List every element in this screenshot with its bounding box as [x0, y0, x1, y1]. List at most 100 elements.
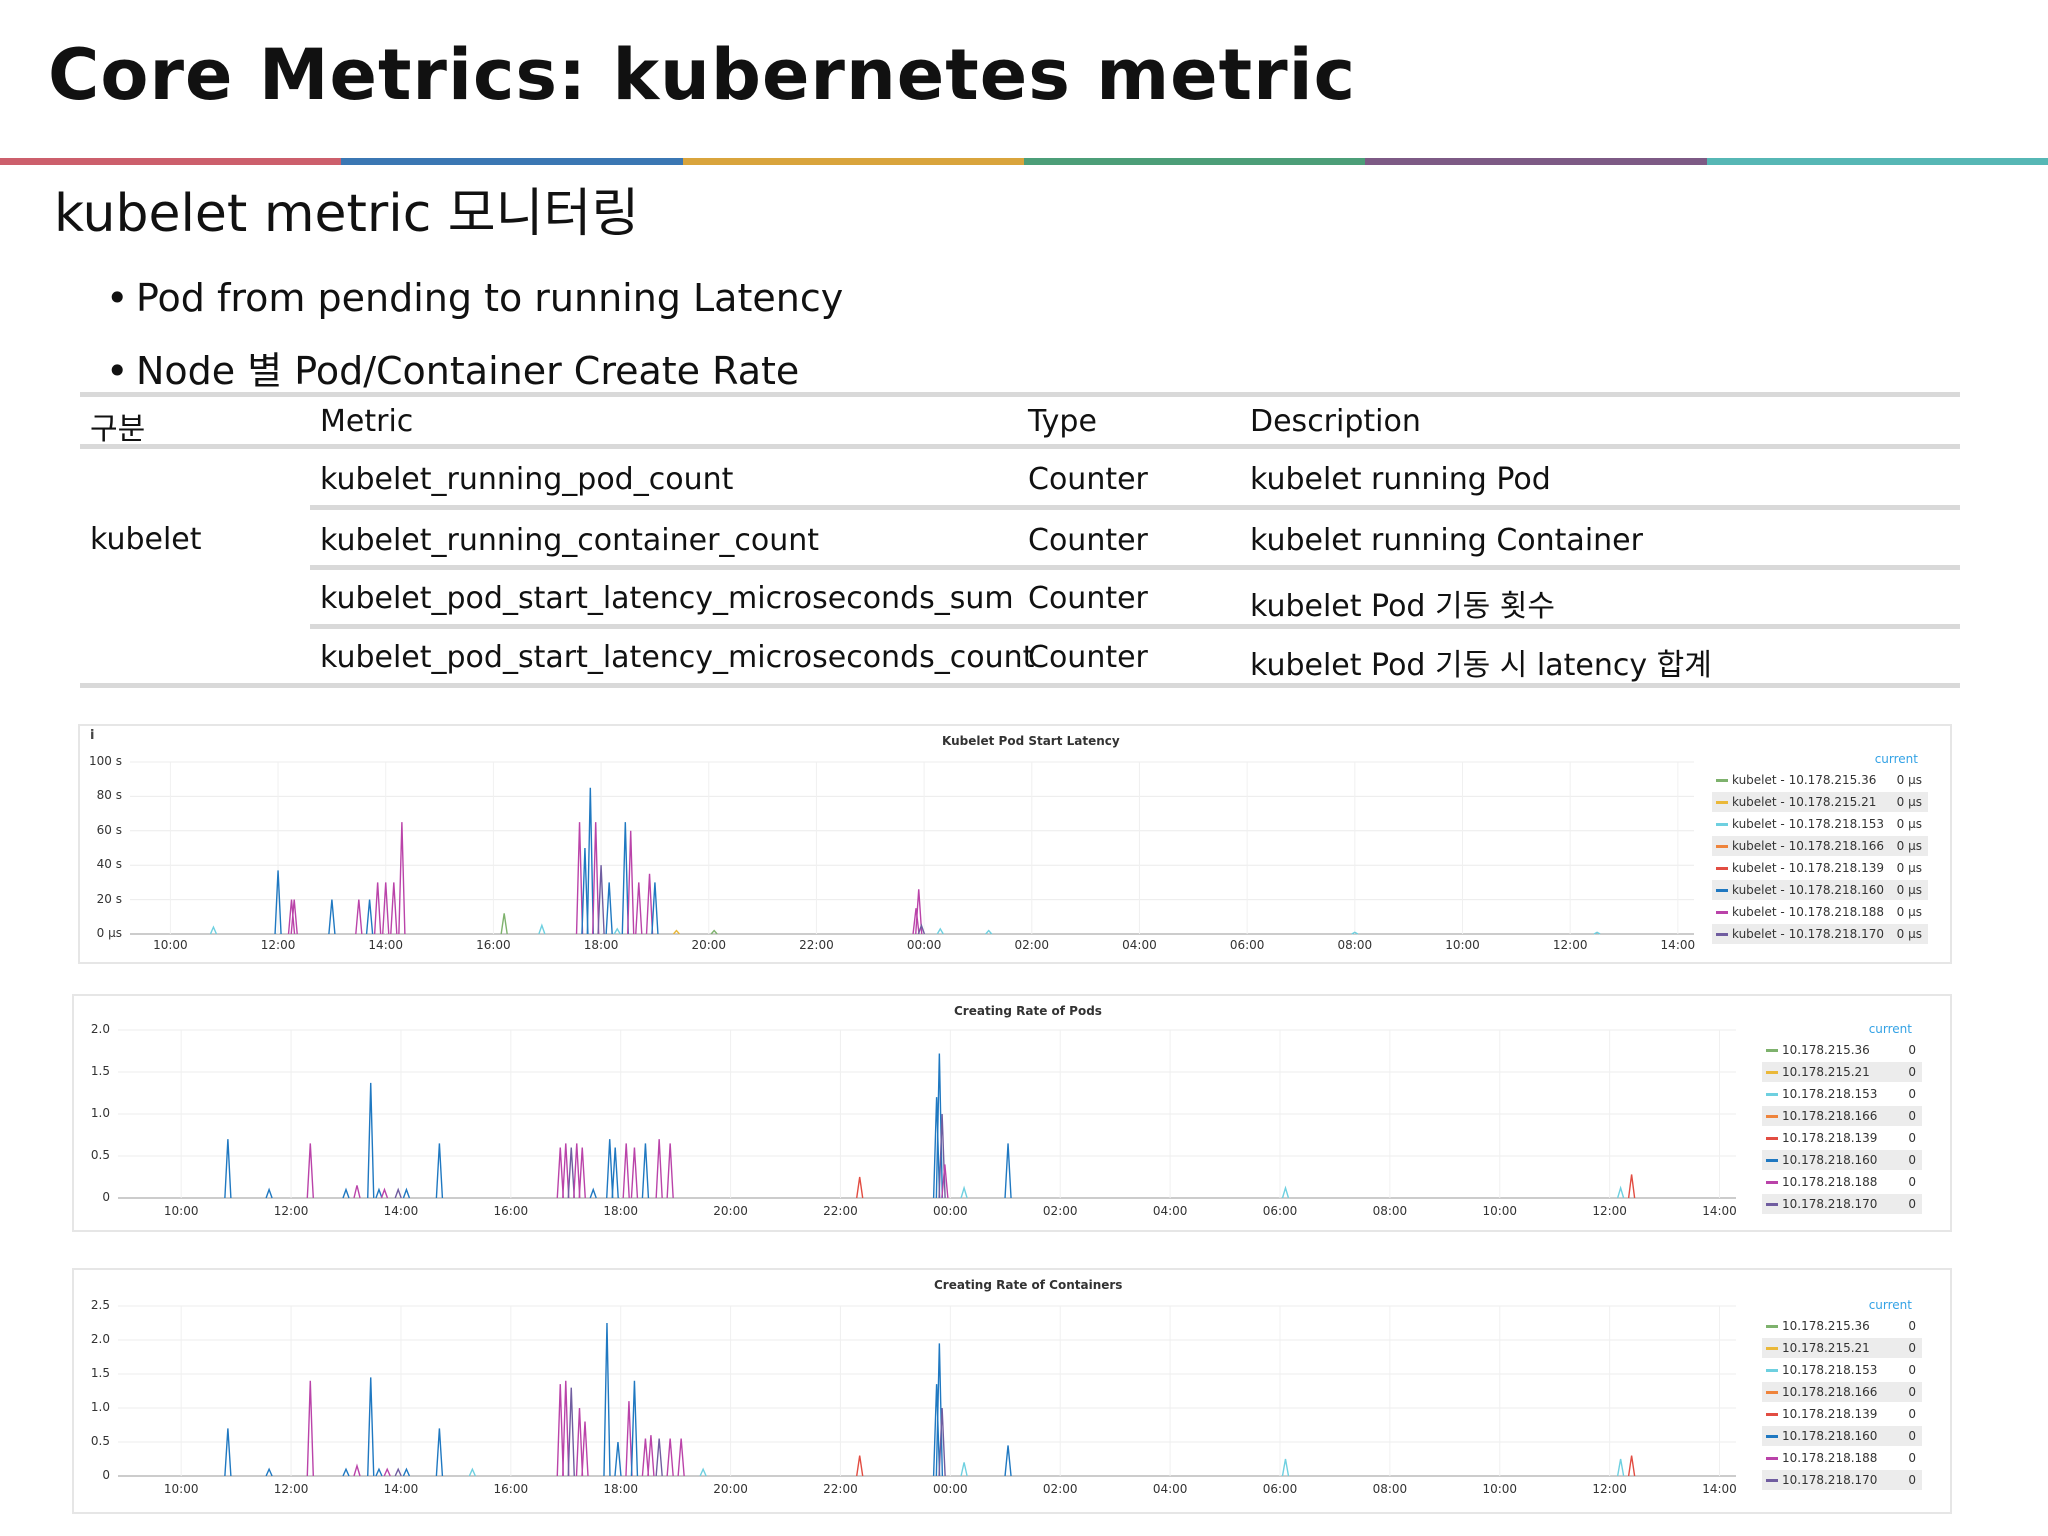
creating-rate-of-pods-panel[interactable]: Creating Rate of Pods current 10.178.215.… [72, 994, 1952, 1232]
legend-label: 10.178.218.170 [1782, 1197, 1878, 1211]
legend-item[interactable]: 10.178.218.160 0 [1762, 1426, 1922, 1446]
panel-title[interactable]: Creating Rate of Containers [934, 1278, 1123, 1292]
legend-item[interactable]: 10.178.218.170 0 [1762, 1194, 1922, 1214]
legend-swatch-icon [1716, 845, 1728, 848]
series-spike [586, 787, 595, 935]
legend-swatch-icon [1766, 1093, 1778, 1096]
legend-value: 0 [1908, 1407, 1916, 1421]
series-spike [677, 1438, 685, 1477]
bullet-list: • Pod from pending to running Latency • No… [106, 262, 843, 408]
legend-item[interactable]: 10.178.218.166 0 [1762, 1382, 1922, 1402]
x-tick-label: 16:00 [493, 1204, 529, 1218]
legend-item[interactable]: 10.178.218.166 0 [1762, 1106, 1922, 1126]
legend-value: 0 [1908, 1451, 1916, 1465]
y-tick-label: 0 [102, 1468, 110, 1482]
series-spike [575, 1407, 584, 1477]
series-spike [621, 822, 630, 935]
series-spike [567, 1147, 575, 1199]
legend-item[interactable]: 10.178.215.36 0 [1762, 1040, 1922, 1060]
legend-label: 10.178.218.139 [1782, 1131, 1878, 1145]
x-tick-label: 14:00 [368, 938, 404, 952]
x-tick-label: 14:00 [1702, 1482, 1737, 1496]
y-tick-label: 2.0 [90, 1332, 110, 1346]
accent-segment [1706, 158, 2048, 165]
series-spike [613, 927, 621, 935]
series-spike [380, 1187, 389, 1199]
series-spike [402, 1467, 411, 1477]
chart-legend: current 10.178.215.36 0 10.178.215.21 0 10.17… [1762, 1298, 1922, 1490]
bullet-dot-icon: • [106, 276, 129, 320]
series-spike [630, 1380, 639, 1477]
y-tick-label: 1.5 [90, 1366, 110, 1380]
y-tick-label: 0 µs [96, 926, 122, 940]
y-tick-label: 20 s [96, 891, 122, 906]
series-spike [367, 1377, 375, 1477]
legend-label: kubelet - 10.178.218.170 [1732, 927, 1884, 941]
info-icon[interactable]: i [90, 728, 95, 743]
legend-item[interactable]: kubelet - 10.178.218.160 0 µs [1712, 880, 1928, 900]
legend-item[interactable]: 10.178.218.160 0 [1762, 1150, 1922, 1170]
series-spike [622, 1143, 630, 1199]
series-spike [655, 1438, 663, 1477]
y-tick-label: 80 s [96, 788, 122, 803]
series-spike [912, 908, 920, 935]
legend-header[interactable]: current [1874, 752, 1918, 766]
x-tick-label: 08:00 [1372, 1482, 1408, 1496]
legend-swatch-icon [1766, 1115, 1778, 1118]
x-tick-label: 02:00 [1014, 938, 1050, 952]
legend-item[interactable]: 10.178.215.36 0 [1762, 1316, 1922, 1336]
legend-item[interactable]: 10.178.215.21 0 [1762, 1338, 1922, 1358]
series-spike [1281, 1458, 1290, 1477]
series-spike [353, 1185, 361, 1199]
legend-swatch-icon [1766, 1479, 1778, 1482]
legend-item[interactable]: kubelet - 10.178.218.153 0 µs [1712, 814, 1928, 834]
x-tick-label: 12:00 [273, 1482, 309, 1496]
series-spike [578, 1147, 586, 1199]
legend-item[interactable]: 10.178.218.139 0 [1762, 1404, 1922, 1424]
x-tick-label: 12:00 [1592, 1204, 1627, 1218]
legend-item[interactable]: kubelet - 10.178.218.139 0 µs [1712, 858, 1928, 878]
series-spike [597, 865, 605, 935]
legend-item[interactable]: 10.178.218.170 0 [1762, 1470, 1922, 1490]
legend-item[interactable]: 10.178.218.153 0 [1762, 1360, 1922, 1380]
legend-label: 10.178.218.166 [1782, 1109, 1878, 1123]
legend-label: 10.178.215.21 [1782, 1065, 1870, 1079]
legend-item[interactable]: kubelet - 10.178.218.166 0 µs [1712, 836, 1928, 856]
legend-item[interactable]: 10.178.218.188 0 [1762, 1448, 1922, 1468]
x-tick-label: 02:00 [1042, 1204, 1078, 1218]
legend-item[interactable]: kubelet - 10.178.218.170 0 µs [1712, 924, 1928, 944]
legend-label: 10.178.218.170 [1782, 1473, 1878, 1487]
legend-value: 0 µs [1896, 773, 1922, 787]
panel-title[interactable]: Creating Rate of Pods [954, 1004, 1102, 1018]
legend-label: kubelet - 10.178.215.36 [1732, 773, 1877, 787]
series-spike [290, 899, 298, 935]
legend-value: 0 [1908, 1341, 1916, 1355]
legend-item[interactable]: 10.178.218.153 0 [1762, 1084, 1922, 1104]
legend-item[interactable]: 10.178.218.188 0 [1762, 1172, 1922, 1192]
metric-name: kubelet_running_container_count [320, 523, 820, 558]
metric-type: Counter [1028, 640, 1148, 675]
creating-rate-of-containers-panel[interactable]: Creating Rate of Containers current 10.17… [72, 1268, 1952, 1514]
legend-item[interactable]: 10.178.215.21 0 [1762, 1062, 1922, 1082]
series-spike [287, 899, 296, 935]
legend-swatch-icon [1716, 911, 1728, 914]
kubelet-pod-start-latency-panel[interactable]: i Kubelet Pod Start Latency current kubel… [78, 724, 1952, 964]
x-tick-label: 18:00 [603, 1482, 638, 1496]
legend-label: 10.178.215.36 [1782, 1043, 1870, 1057]
legend-item[interactable]: kubelet - 10.178.218.188 0 µs [1712, 902, 1928, 922]
legend-item[interactable]: 10.178.218.139 0 [1762, 1128, 1922, 1148]
panel-title[interactable]: Kubelet Pod Start Latency [942, 734, 1120, 748]
x-tick-label: 12:00 [1552, 938, 1588, 952]
series-spike [373, 882, 382, 935]
legend-item[interactable]: kubelet - 10.178.215.21 0 µs [1712, 792, 1928, 812]
legend-header[interactable]: current [1868, 1298, 1912, 1312]
x-tick-label: 08:00 [1372, 1204, 1408, 1218]
series-spike [468, 1467, 477, 1477]
legend-item[interactable]: kubelet - 10.178.215.36 0 µs [1712, 770, 1928, 790]
x-tick-label: 12:00 [1592, 1482, 1627, 1496]
legend-value: 0 [1908, 1087, 1916, 1101]
series-spike [611, 1147, 619, 1199]
series-spike [1616, 1458, 1625, 1477]
chart-svg [118, 1305, 1736, 1477]
legend-header[interactable]: current [1868, 1022, 1912, 1036]
